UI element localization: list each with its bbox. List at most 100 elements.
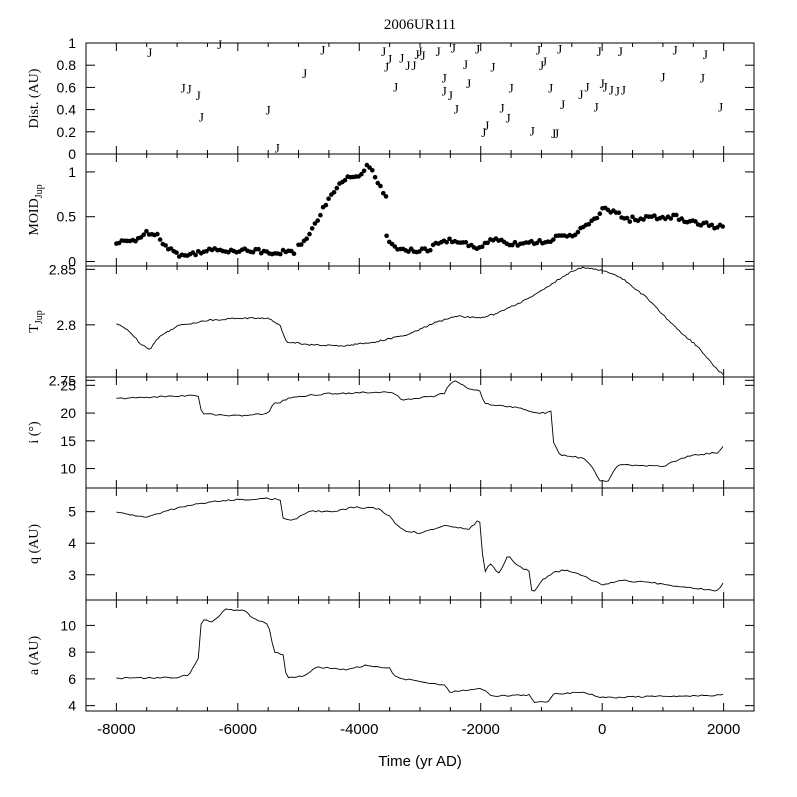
- data-point-j-marker: J: [381, 44, 386, 59]
- y-tick-label: 4: [68, 535, 76, 551]
- data-point-j-marker: J: [384, 59, 389, 74]
- data-point: [537, 238, 542, 243]
- data-point: [597, 211, 603, 216]
- series-incl: [116, 380, 724, 482]
- y-tick-label: 6: [68, 671, 76, 687]
- data-point: [463, 240, 469, 245]
- data-point: [331, 190, 337, 195]
- data-point-j-marker: J: [621, 83, 626, 98]
- panel-tjup: 2.75 2.8 2.85 TJup: [27, 261, 755, 388]
- series-line: [116, 380, 724, 482]
- data-point-j-marker: J: [320, 43, 325, 58]
- panel-moid: 0 0.5 1 MOIDJup: [27, 153, 755, 270]
- data-point-j-marker: J: [700, 70, 705, 85]
- y-tick-label: 10: [60, 617, 76, 633]
- data-point: [168, 246, 174, 251]
- data-point: [447, 236, 452, 242]
- data-point-j-marker: J: [463, 57, 468, 72]
- data-point: [323, 202, 329, 208]
- data-point-j-marker: J: [597, 44, 602, 59]
- panel-frame: [85, 265, 755, 378]
- data-point-j-marker: J: [660, 69, 665, 84]
- data-point-j-marker: J: [506, 110, 511, 125]
- data-point: [315, 218, 321, 223]
- data-point-j-marker: J: [475, 42, 480, 57]
- data-point: [586, 221, 592, 227]
- data-point-j-marker: J: [554, 126, 559, 141]
- y-tick-label: 8: [68, 644, 76, 660]
- data-point-j-marker: J: [557, 42, 562, 57]
- data-point: [155, 231, 160, 237]
- data-point-j-marker: J: [609, 83, 614, 98]
- data-point: [163, 243, 168, 248]
- y-tick-label: 2.85: [49, 261, 76, 277]
- data-point-j-marker: J: [539, 58, 544, 73]
- y-axis-label-subscript: Jup: [34, 184, 45, 198]
- data-point-j-marker: J: [618, 44, 623, 59]
- series-tjup: [116, 266, 724, 375]
- data-point-j-marker: J: [217, 37, 222, 52]
- data-point-j-marker: J: [530, 124, 535, 139]
- data-point: [428, 247, 433, 253]
- data-point: [624, 215, 630, 221]
- data-point: [551, 237, 556, 242]
- series-line: [116, 497, 724, 592]
- data-point: [392, 244, 398, 249]
- y-tick-label: 0: [68, 146, 76, 162]
- data-point-j-marker: J: [302, 66, 307, 81]
- data-point: [720, 224, 725, 229]
- y-axis-label: TJup: [27, 310, 45, 332]
- data-point: [278, 251, 283, 257]
- panel-a: 4 6 8 10 a (AU): [27, 599, 755, 714]
- data-point: [627, 219, 633, 224]
- y-axis-label: a (AU): [27, 636, 42, 676]
- data-point: [512, 239, 518, 245]
- y-tick-label: 5: [68, 504, 76, 520]
- data-point: [157, 237, 163, 242]
- data-point-j-marker: J: [548, 80, 553, 95]
- y-axis-label-subscript: Jup: [34, 310, 45, 324]
- data-point: [375, 180, 381, 186]
- data-point: [141, 232, 146, 237]
- data-point-j-marker: J: [454, 102, 459, 117]
- data-point-j-marker: J: [584, 79, 589, 94]
- data-point-j-marker: J: [196, 88, 201, 103]
- data-point-j-marker: J: [600, 76, 605, 91]
- panel-incl: 10 15 20 25 i (°): [27, 376, 755, 489]
- data-point: [299, 242, 304, 247]
- data-point: [326, 196, 331, 201]
- data-point-j-marker: J: [542, 54, 547, 69]
- data-point: [479, 244, 485, 249]
- data-point-j-marker: J: [393, 79, 398, 94]
- y-axis-label: q (AU): [27, 524, 42, 564]
- data-point: [485, 240, 491, 246]
- data-point-j-marker: J: [414, 47, 419, 62]
- data-point: [312, 221, 318, 226]
- data-point-j-marker: J: [417, 44, 422, 59]
- y-tick-label: 0.5: [57, 209, 77, 225]
- data-point: [334, 185, 340, 191]
- data-point-j-marker: J: [442, 70, 447, 85]
- y-axis-label: i (°): [27, 421, 42, 444]
- data-point: [630, 214, 635, 219]
- data-point: [144, 228, 149, 234]
- series-q: [116, 497, 724, 592]
- data-point: [408, 246, 414, 251]
- y-tick-label: 2.8: [57, 317, 77, 333]
- panel-frame: [85, 376, 755, 489]
- data-point-j-marker: J: [187, 82, 192, 97]
- data-point: [510, 242, 515, 248]
- data-point: [174, 250, 179, 255]
- y-tick-label: 10: [60, 461, 76, 477]
- data-point: [384, 233, 389, 239]
- data-point-j-marker: J: [615, 84, 620, 99]
- data-point: [372, 174, 378, 180]
- y-tick-label: 2.75: [49, 372, 76, 388]
- x-tick-label: -4000: [340, 721, 378, 738]
- data-point-j-marker: J: [484, 118, 489, 133]
- data-point-j-marker: J: [387, 52, 392, 67]
- y-tick-label: 0.4: [57, 102, 77, 118]
- data-point: [406, 249, 411, 254]
